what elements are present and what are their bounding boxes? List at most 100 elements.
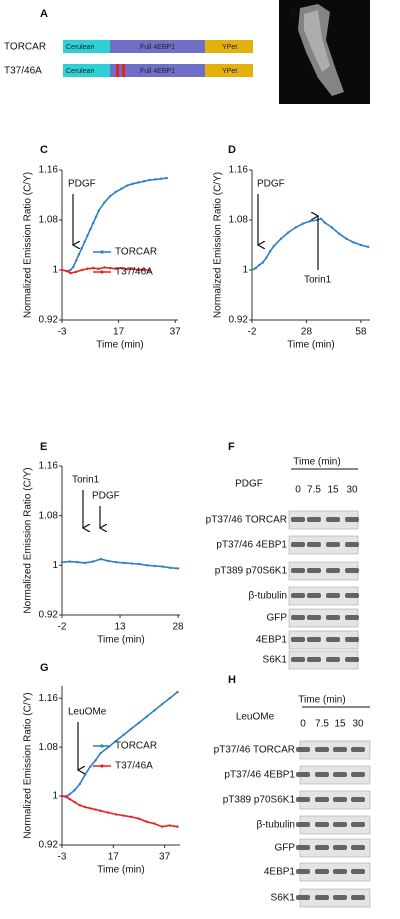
data-point	[91, 221, 95, 225]
data-point	[138, 562, 141, 566]
data-point	[137, 268, 140, 272]
data-point	[72, 265, 75, 269]
segment	[63, 40, 110, 53]
construct-tor: TORCAR Cerulean Full 4EBP1 YPet	[4, 40, 253, 53]
y-tick-label: 0.92	[39, 610, 59, 621]
data-point	[137, 817, 141, 820]
legend-label: TORCAR	[115, 741, 157, 752]
stimulus: LeuOMe	[236, 712, 275, 723]
lane-label: 30	[352, 719, 364, 730]
band	[307, 542, 321, 547]
data-point	[114, 813, 118, 816]
y-axis-label: Normalized Emission Ratio (C/Y)	[23, 467, 34, 613]
data-point	[120, 187, 123, 190]
data-point	[99, 809, 102, 812]
data-point	[78, 804, 82, 807]
y-tick-label: 1	[52, 560, 58, 571]
construct-name: TORCAR	[4, 42, 46, 53]
band	[315, 895, 329, 900]
segment-label: Full 4EBP1	[140, 44, 175, 51]
band	[296, 845, 310, 850]
legend-label: T37/46A	[115, 761, 153, 772]
band	[307, 657, 321, 662]
data-point	[279, 237, 283, 240]
band	[326, 615, 340, 620]
data-point	[73, 800, 77, 804]
band	[345, 517, 359, 522]
data-point	[73, 788, 77, 792]
row-label: 4EBP1	[264, 867, 296, 878]
data-point	[60, 561, 64, 564]
data-point	[74, 259, 78, 262]
x-tick-label: 13	[114, 622, 126, 633]
data-point	[120, 266, 123, 270]
lane-label: 0	[295, 485, 301, 496]
data-point	[122, 561, 126, 565]
chart: 0.92 1 1.08 1.16 -3 17 37 Time (min) Normalized …	[23, 165, 182, 351]
segment	[110, 40, 205, 53]
panel-label: G	[40, 662, 49, 674]
data-point	[145, 820, 148, 823]
data-point	[168, 697, 171, 700]
data-point	[154, 178, 157, 181]
data-point	[160, 825, 164, 828]
y-tick-label: 1.08	[39, 215, 59, 226]
data-point	[106, 811, 110, 814]
y-tick-label: 1.16	[39, 461, 59, 472]
legend-marker	[100, 270, 104, 274]
data-point	[94, 215, 98, 219]
data-point	[89, 807, 92, 810]
lane-label: 30	[346, 485, 358, 496]
band	[296, 822, 310, 827]
band	[307, 593, 321, 598]
segment	[110, 64, 205, 77]
annotation: PDGF	[68, 179, 96, 190]
data-point	[153, 822, 156, 825]
annotation: Torin1	[72, 475, 100, 486]
row-label: pT37/46 4EBP1	[224, 770, 295, 781]
data-point	[160, 703, 164, 706]
y-tick-label: 1	[242, 265, 248, 276]
data-point	[142, 268, 146, 271]
band	[326, 568, 340, 573]
band	[351, 797, 365, 802]
data-point	[97, 267, 100, 270]
data-point	[268, 250, 272, 253]
band	[291, 615, 305, 620]
data-point	[114, 739, 118, 743]
data-point	[83, 805, 87, 809]
x-tick-label: 28	[301, 327, 313, 338]
lane-label: 7.5	[307, 485, 321, 496]
data-point	[80, 246, 84, 250]
blot: Time (min) PDGF 0 7.5 15 30 pT37/46 TORCAR pT37…	[206, 457, 359, 670]
band	[291, 568, 305, 573]
data-point	[69, 271, 72, 275]
annotation: PDGF	[257, 179, 285, 190]
band	[333, 869, 347, 874]
row-label: β-tubulin	[248, 591, 287, 602]
row-label: pT37/46 TORCAR	[214, 745, 295, 756]
row-label: S6K1	[263, 655, 288, 666]
x-axis-label: Time (min)	[97, 865, 144, 876]
y-tick-label: 1.08	[229, 215, 249, 226]
data-point	[103, 266, 106, 269]
data-point	[153, 564, 157, 568]
chart: 0.92 1 1.08 1.16 -2 13 28 Time (min) Normalized …	[23, 461, 184, 646]
data-point	[114, 190, 117, 194]
band	[315, 845, 329, 850]
mutation	[116, 64, 119, 77]
data-point	[130, 727, 133, 731]
band	[307, 517, 321, 522]
y-axis-label: Normalized Emission Ratio (C/Y)	[23, 172, 34, 318]
data-point	[99, 752, 102, 755]
data-point	[108, 266, 112, 270]
data-point	[99, 557, 102, 561]
data-point	[60, 268, 64, 272]
data-point	[330, 226, 334, 229]
data-point	[86, 234, 89, 237]
y-tick-label: 1.16	[39, 165, 59, 176]
data-point	[359, 243, 363, 247]
data-point	[176, 567, 180, 570]
data-point	[323, 221, 326, 224]
annotation: Torin1	[304, 275, 332, 286]
